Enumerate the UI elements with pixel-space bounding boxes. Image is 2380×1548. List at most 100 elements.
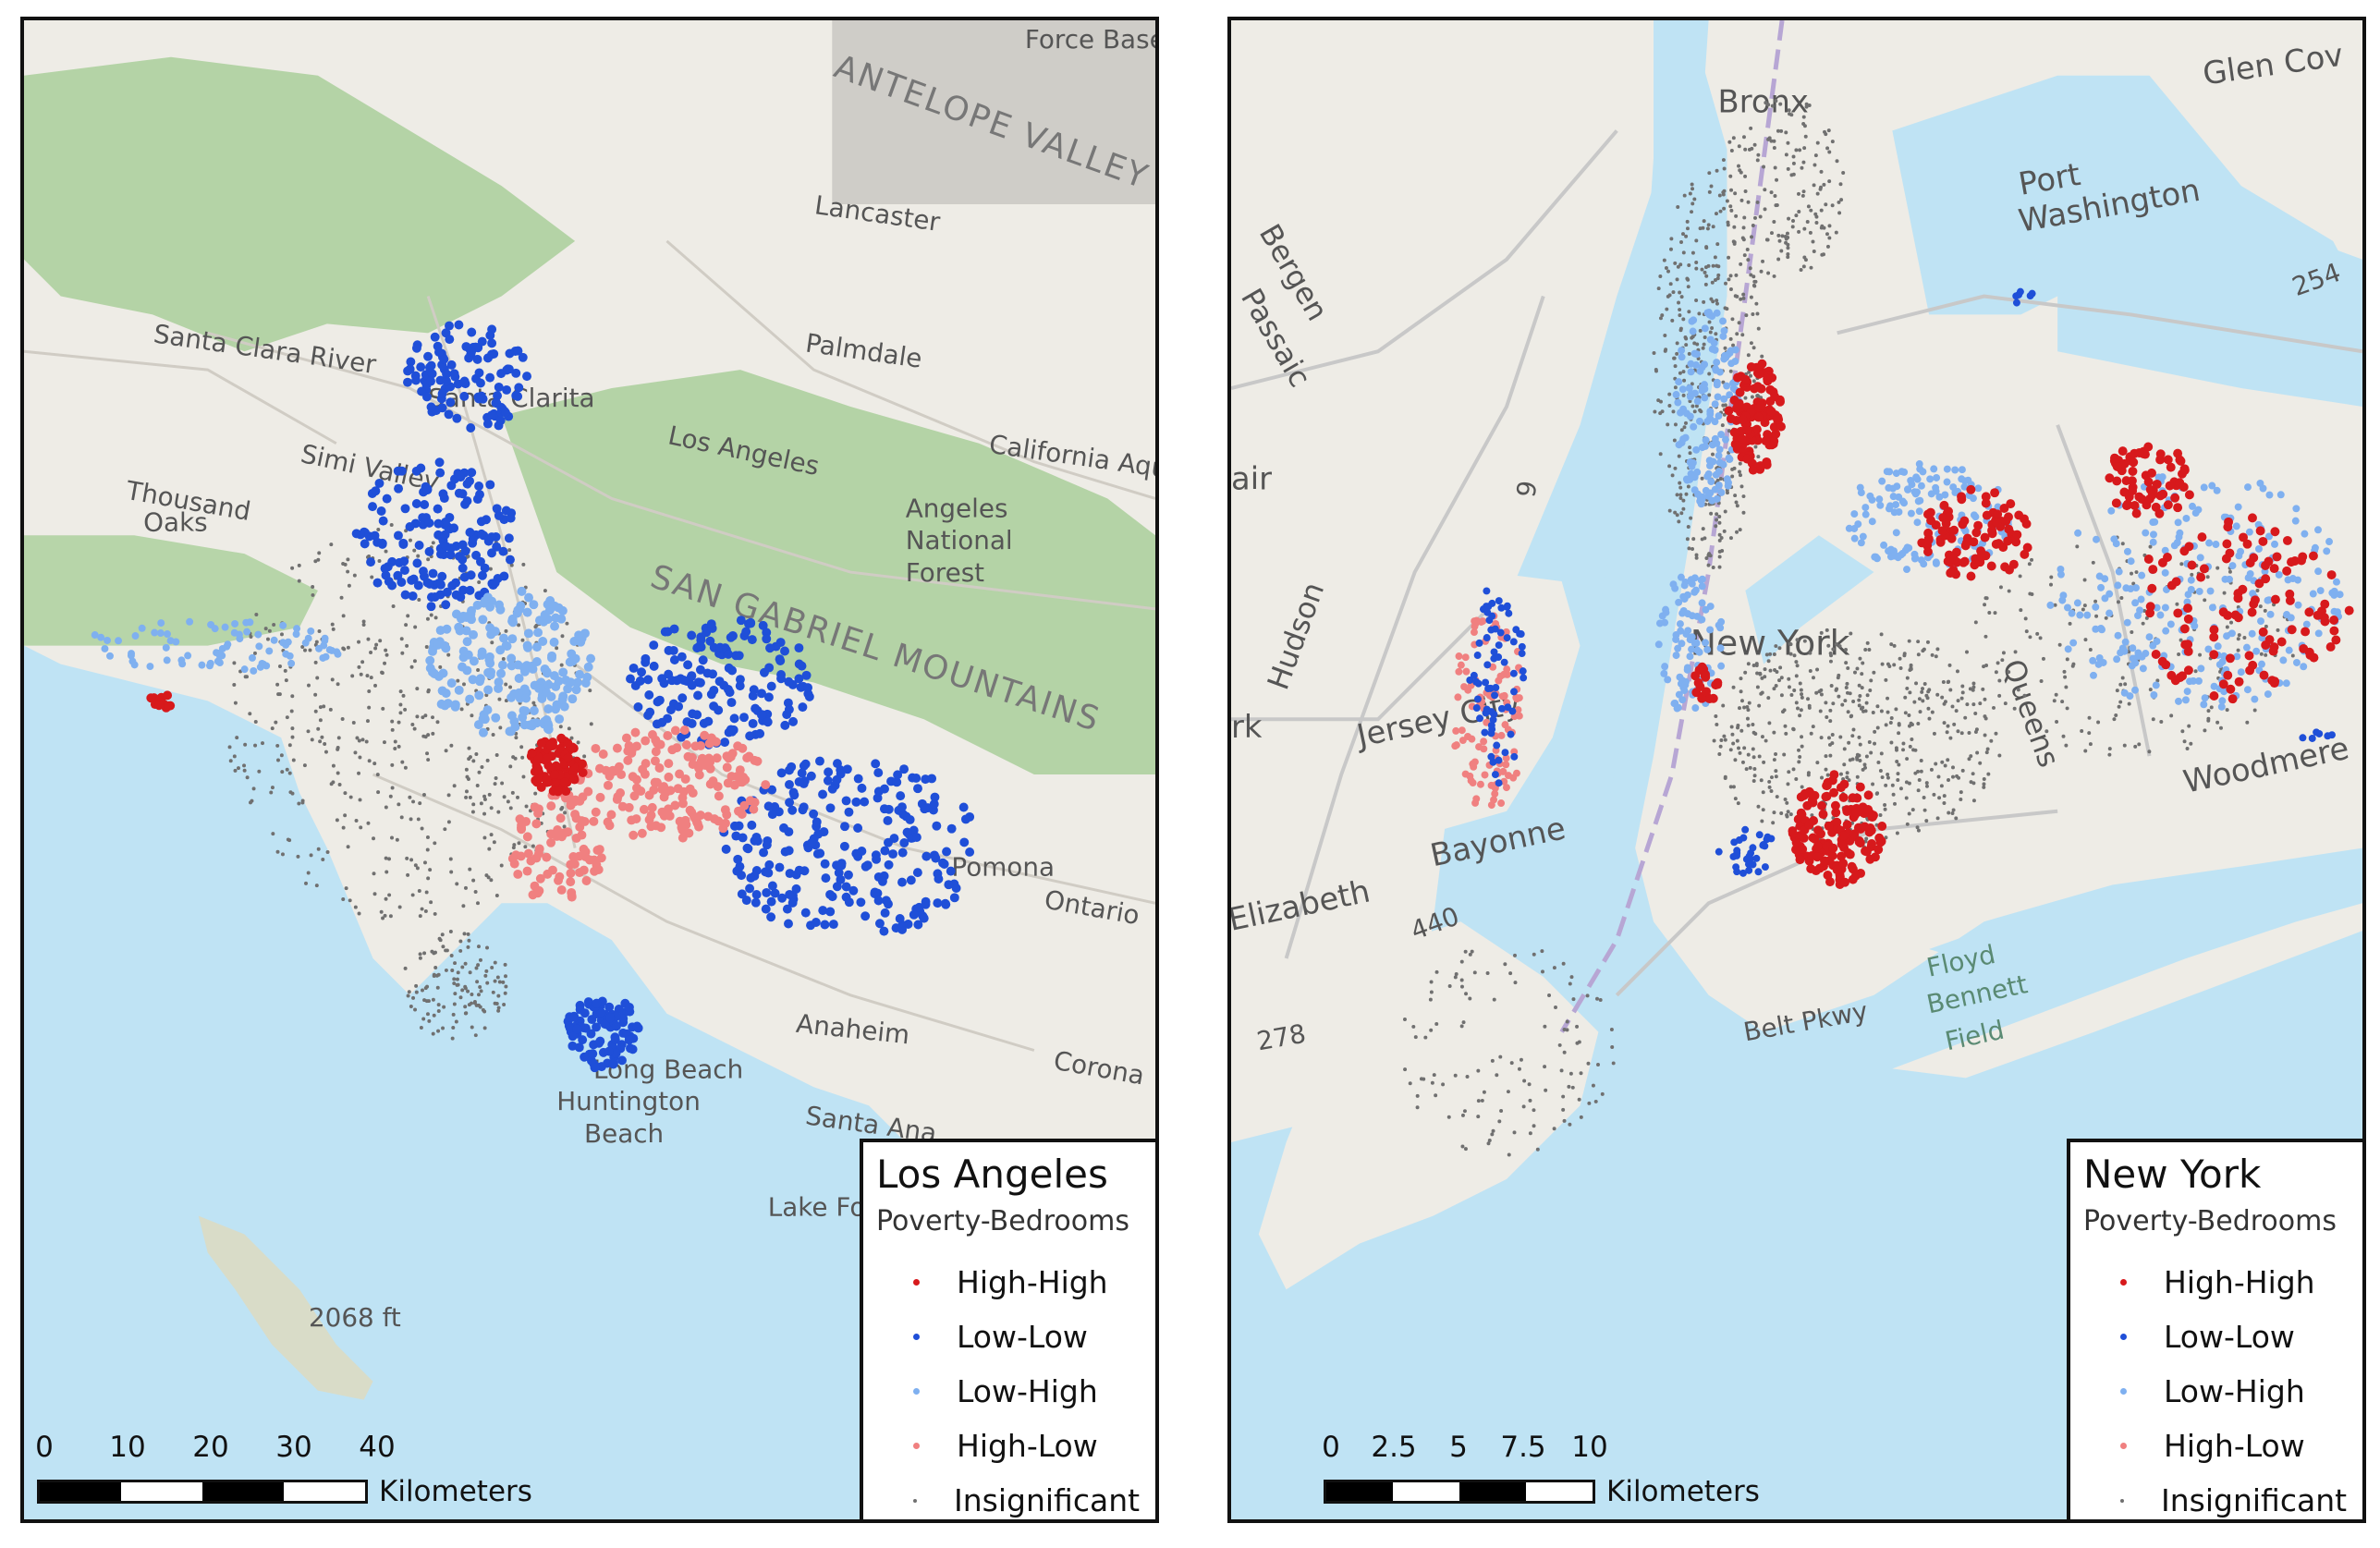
svg-text:Huntington: Huntington <box>556 1086 701 1116</box>
cluster-dot <box>1507 730 1515 738</box>
new-york-map[interactable]: Bronx Port Washington Glen Cov 254 Berge… <box>1231 20 2362 1519</box>
cluster-dot <box>1486 1141 1491 1146</box>
cluster-dot <box>433 504 443 514</box>
cluster-dot <box>2027 562 2032 567</box>
cluster-dot <box>403 966 408 970</box>
cluster-dot <box>414 541 424 550</box>
cluster-dot <box>146 663 154 671</box>
cluster-dot <box>558 725 563 729</box>
cluster-dot <box>2179 546 2190 556</box>
cluster-dot <box>2118 682 2123 687</box>
cluster-dot <box>1743 189 1748 193</box>
cluster-dot <box>1886 710 1890 714</box>
cluster-dot <box>1705 457 1714 465</box>
cluster-dot <box>452 784 457 788</box>
cluster-dot <box>1732 441 1742 451</box>
cluster-dot <box>1480 737 1488 746</box>
cluster-dot <box>1724 406 1734 416</box>
cluster-dot <box>1727 277 1731 282</box>
cluster-dot <box>151 628 159 637</box>
cluster-dot <box>705 636 715 646</box>
cluster-dot <box>2115 689 2119 693</box>
cluster-dot <box>1997 753 2002 758</box>
cluster-dot <box>731 831 741 841</box>
cluster-dot <box>1922 681 1927 686</box>
cluster-dot <box>1751 723 1755 727</box>
cluster-dot <box>1752 382 1763 392</box>
cluster-dot <box>1725 199 1729 203</box>
cluster-dot <box>1686 285 1690 289</box>
cluster-dot <box>1804 104 1809 109</box>
cluster-dot <box>1763 675 1767 679</box>
cluster-dot <box>355 736 360 740</box>
cluster-dot <box>2003 701 2008 706</box>
cluster-dot <box>667 745 677 755</box>
cluster-dot <box>322 704 326 709</box>
cluster-dot <box>372 836 376 841</box>
cluster-dot <box>1678 496 1683 501</box>
cluster-dot <box>479 801 483 806</box>
cluster-dot <box>1750 395 1754 399</box>
cluster-dot <box>670 800 680 811</box>
cluster-dot <box>1891 792 1896 797</box>
cluster-dot <box>687 718 697 728</box>
cluster-dot <box>609 766 619 776</box>
cluster-dot <box>1670 700 1678 708</box>
cluster-dot <box>243 742 248 747</box>
cluster-dot <box>524 592 533 603</box>
cluster-dot <box>2195 587 2203 595</box>
cluster-dot <box>1495 756 1503 764</box>
cluster-dot <box>2105 590 2114 598</box>
cluster-dot <box>432 974 436 978</box>
cluster-dot <box>1924 781 1929 786</box>
cluster-dot <box>697 755 707 765</box>
cluster-dot <box>1678 353 1686 361</box>
cluster-dot <box>1812 841 1823 851</box>
cluster-dot <box>1783 724 1788 728</box>
cluster-dot <box>1562 1050 1567 1054</box>
cluster-dot <box>2131 581 2136 586</box>
cluster-dot <box>1935 692 1940 697</box>
cluster-dot <box>1517 630 1525 639</box>
cluster-dot <box>235 630 243 639</box>
cluster-dot <box>454 1019 458 1024</box>
cluster-dot <box>360 539 370 549</box>
cluster-dot <box>759 847 769 858</box>
cluster-dot <box>895 914 905 923</box>
los-angeles-map[interactable]: ANTELOPE VALLEY Force Base Lancaster Pal… <box>24 20 1155 1519</box>
cluster-dot <box>1997 678 2002 683</box>
cluster-dot <box>1755 685 1760 689</box>
cluster-dot <box>1565 1019 1569 1024</box>
cluster-dot <box>657 807 667 817</box>
cluster-dot <box>2142 529 2150 537</box>
cluster-dot <box>800 759 811 769</box>
cluster-dot <box>1879 751 1884 756</box>
cluster-dot <box>2049 582 2053 587</box>
cluster-dot <box>2171 577 2181 587</box>
cluster-dot <box>1942 701 1947 706</box>
cluster-dot <box>1956 729 1960 734</box>
cluster-dot <box>391 603 396 608</box>
cluster-dot <box>764 663 775 673</box>
cluster-dot <box>1681 498 1686 503</box>
cluster-dot <box>1857 683 1861 688</box>
cluster-dot <box>233 768 238 773</box>
cluster-dot <box>1840 877 1850 887</box>
cluster-dot <box>462 637 472 647</box>
cluster-dot <box>1996 661 2000 665</box>
cluster-dot <box>2189 502 2196 510</box>
cluster-dot <box>1429 980 1434 984</box>
cluster-dot <box>2285 595 2295 605</box>
cluster-dot <box>2182 739 2187 744</box>
cluster-dot <box>1665 307 1669 311</box>
cluster-dot <box>350 674 355 678</box>
cluster-dot <box>1562 1028 1567 1032</box>
cluster-dot <box>2255 526 2265 536</box>
cluster-dot <box>433 841 437 846</box>
cluster-dot <box>1702 219 1706 224</box>
la-air-force-base <box>832 20 1155 205</box>
cluster-dot <box>2198 652 2203 657</box>
cluster-dot <box>483 685 494 695</box>
cluster-dot <box>377 559 382 564</box>
cluster-dot <box>490 965 494 969</box>
